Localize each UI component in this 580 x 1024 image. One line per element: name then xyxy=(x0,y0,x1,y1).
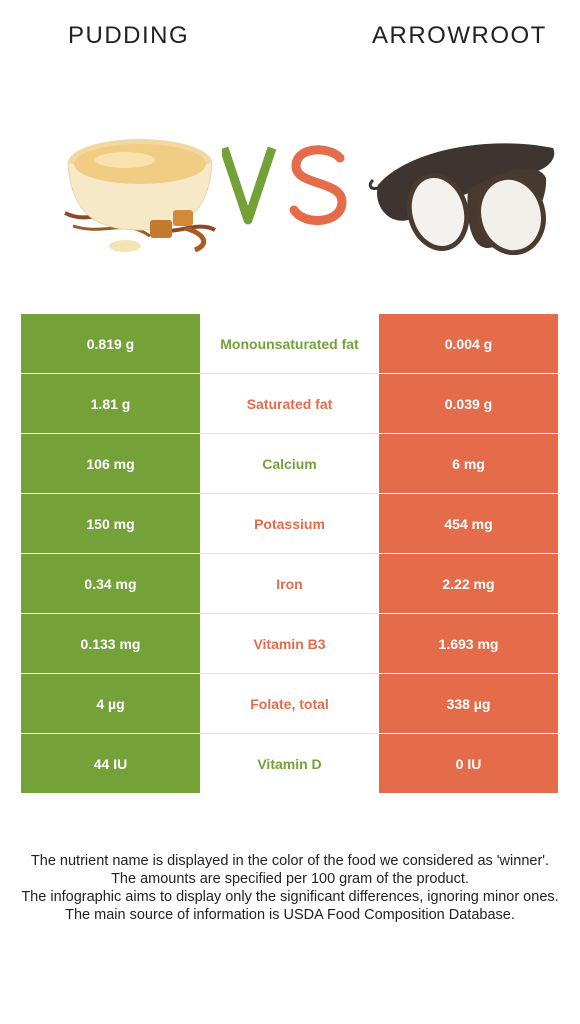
right-value: 0 IU xyxy=(379,734,558,794)
footer-line-winner: The nutrient name is displayed in the co… xyxy=(30,853,550,869)
table-row: 1.81 g Saturated fat 0.039 g xyxy=(21,374,558,434)
table-row: 0.133 mg Vitamin B3 1.693 mg xyxy=(21,614,558,674)
nutrient-name: Saturated fat xyxy=(200,374,379,434)
left-value: 0.819 g xyxy=(21,314,200,374)
nutrient-name: Potassium xyxy=(200,494,379,554)
right-value: 0.039 g xyxy=(379,374,558,434)
table-row: 4 µg Folate, total 338 µg xyxy=(21,674,558,734)
right-value: 454 mg xyxy=(379,494,558,554)
right-value: 1.693 mg xyxy=(379,614,558,674)
table-row: 106 mg Calcium 6 mg xyxy=(21,434,558,494)
footer-line-source: The main source of information is USDA F… xyxy=(65,907,515,923)
left-value: 0.34 mg xyxy=(21,554,200,614)
footer-notes: The nutrient name is displayed in the co… xyxy=(20,852,560,924)
left-value: 0.133 mg xyxy=(21,614,200,674)
right-value: 338 µg xyxy=(379,674,558,734)
right-value: 0.004 g xyxy=(379,314,558,374)
nutrient-name: Monounsaturated fat xyxy=(200,314,379,374)
nutrient-name: Calcium xyxy=(200,434,379,494)
right-food-title: ARROWROOT xyxy=(372,22,547,49)
left-value: 106 mg xyxy=(21,434,200,494)
table-row: 0.34 mg Iron 2.22 mg xyxy=(21,554,558,614)
arrowroot-image xyxy=(368,143,555,255)
nutrient-name: Vitamin B3 xyxy=(200,614,379,674)
left-value: 4 µg xyxy=(21,674,200,734)
left-food-title: PUDDING xyxy=(68,22,190,49)
nutrient-name: Vitamin D xyxy=(200,734,379,794)
footer-line-amounts: The amounts are specified per 100 gram o… xyxy=(111,871,469,887)
left-value: 1.81 g xyxy=(21,374,200,434)
nutrient-name: Iron xyxy=(200,554,379,614)
left-value: 44 IU xyxy=(21,734,200,794)
vs-label xyxy=(222,145,347,225)
nutrient-name: Folate, total xyxy=(200,674,379,734)
footer-line-significance: The infographic aims to display only the… xyxy=(21,889,559,905)
left-value: 150 mg xyxy=(21,494,200,554)
right-value: 6 mg xyxy=(379,434,558,494)
table-row: 150 mg Potassium 454 mg xyxy=(21,494,558,554)
pudding-image xyxy=(64,139,217,253)
right-value: 2.22 mg xyxy=(379,554,558,614)
table-row: 0.819 g Monounsaturated fat 0.004 g xyxy=(21,314,558,374)
